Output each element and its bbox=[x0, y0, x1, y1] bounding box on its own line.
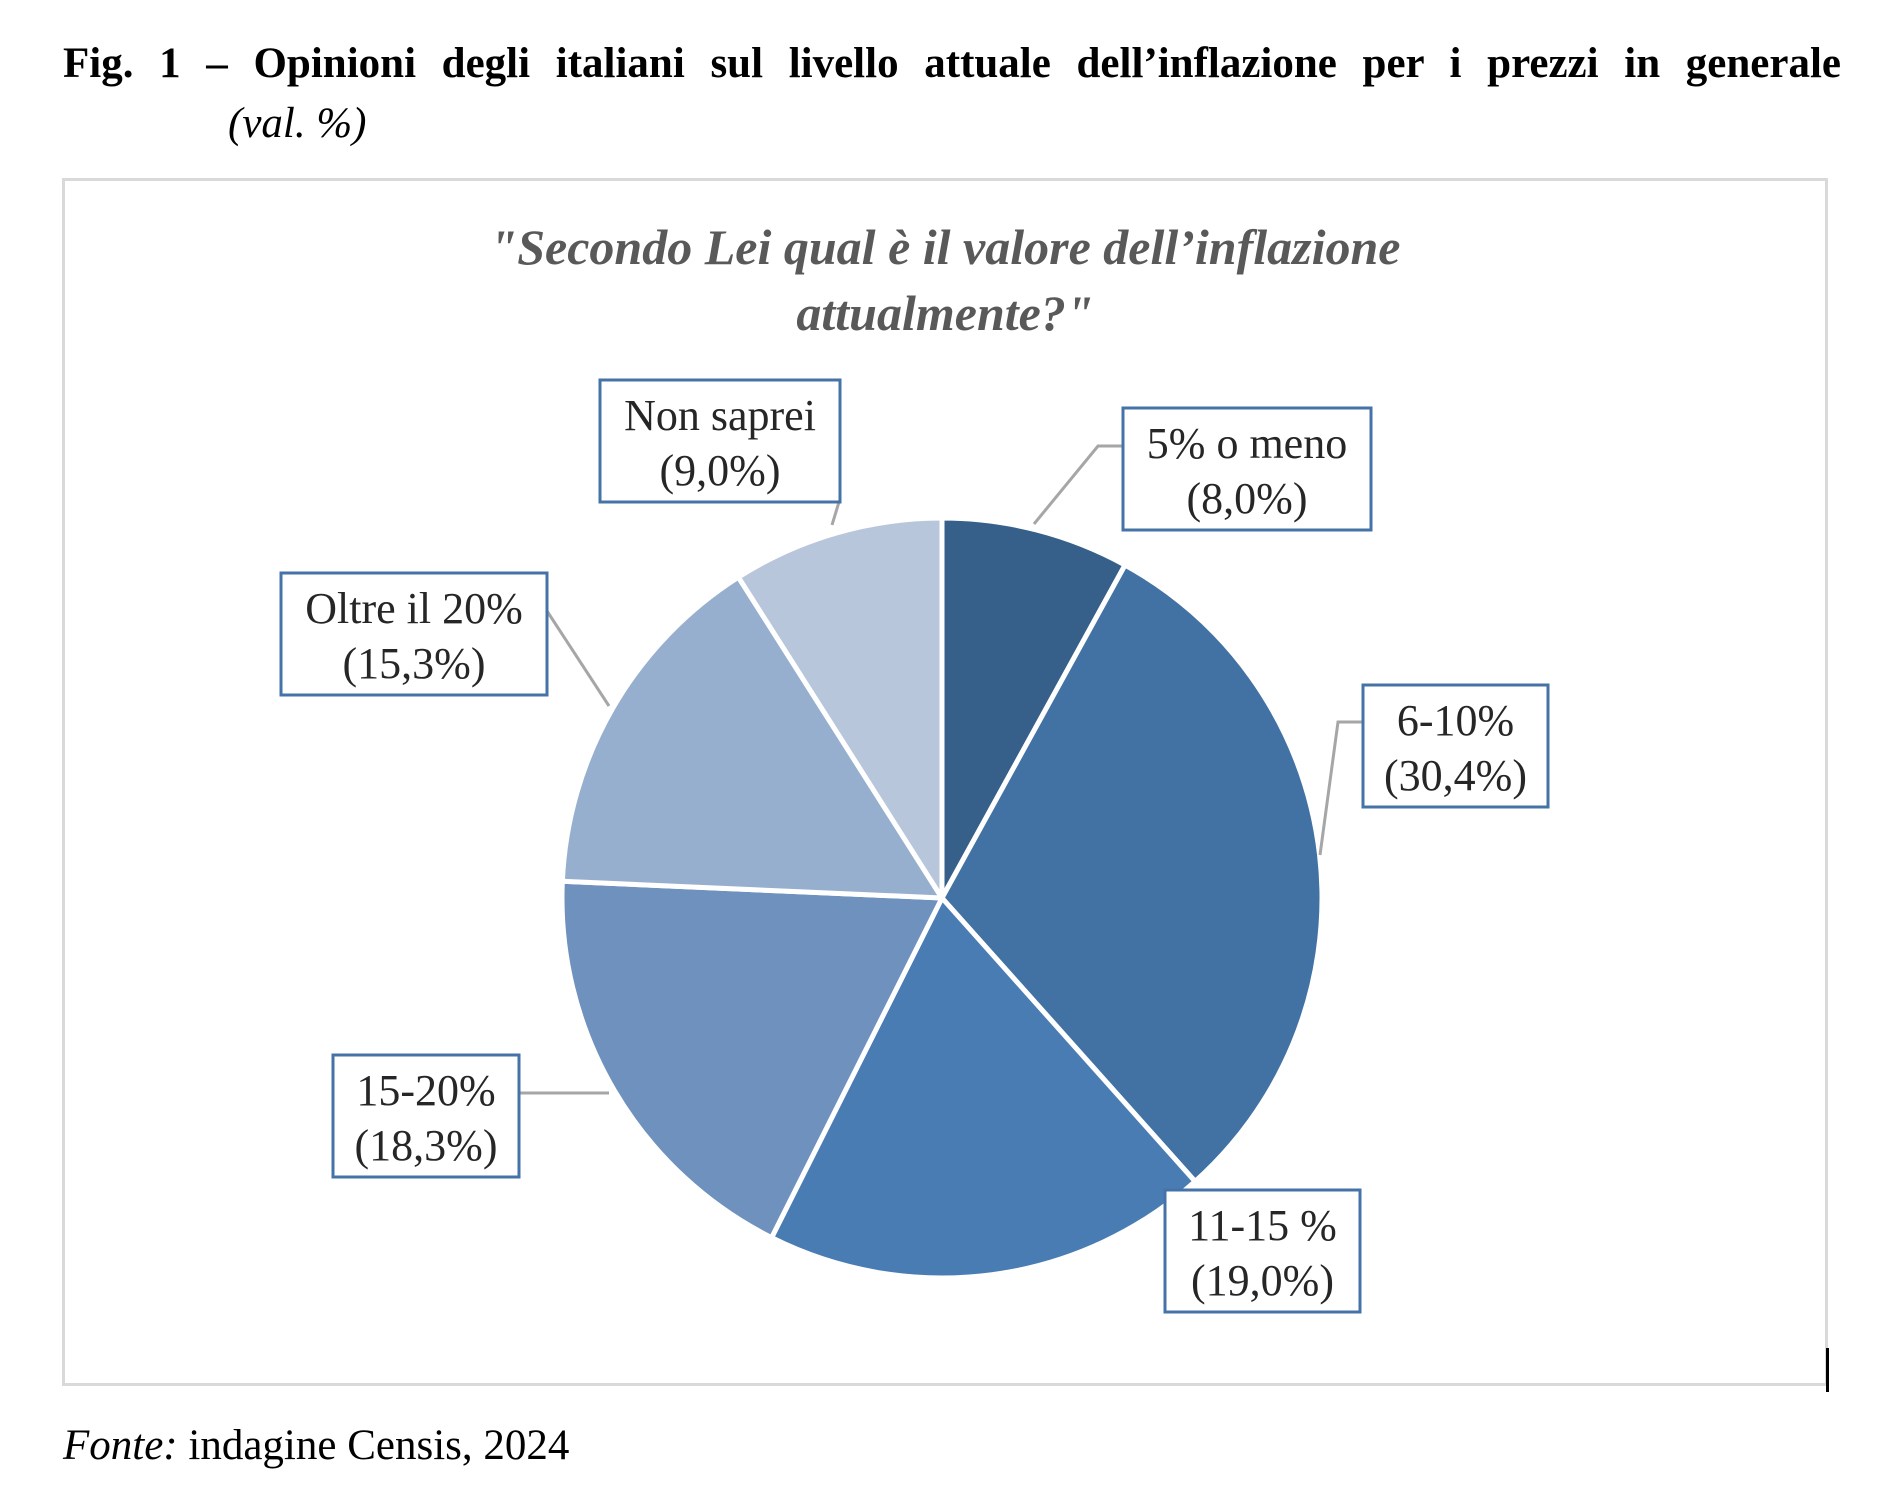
data-labels: 5% o meno (8,0%) 6-10% (30,4%) 11-15 % (19,0%… bbox=[279, 378, 1550, 1314]
leader-line-6 bbox=[830, 501, 841, 526]
source-text: indagine Censis, 2024 bbox=[177, 1422, 570, 1469]
data-label-box bbox=[279, 571, 549, 697]
figure-title: Fig. 1 – Opinioni degli italiani sul liv… bbox=[63, 40, 1841, 87]
pie-slice-2 bbox=[939, 562, 1325, 1184]
source-note: Fonte: indagine Censis, 2024 bbox=[63, 1420, 569, 1472]
pie-slice-6 bbox=[735, 515, 945, 901]
chart-title-line-2: attualmente?" bbox=[796, 285, 1093, 341]
data-label-3: 11-15 % (19,0%) bbox=[1163, 1188, 1362, 1314]
chart-title-line-1: "Secondo Lei qual è il valore dell’infla… bbox=[489, 219, 1400, 275]
figure-subtitle: (val. %) bbox=[228, 100, 367, 147]
leader-line-5 bbox=[545, 610, 611, 707]
data-label-6: Non saprei (9,0%) bbox=[598, 378, 842, 504]
source-label: Fonte: bbox=[63, 1422, 178, 1469]
data-label-box bbox=[1361, 683, 1550, 809]
data-label-box bbox=[331, 1053, 521, 1179]
data-label-box bbox=[1163, 1188, 1362, 1314]
data-label-value: (19,0%) bbox=[1191, 1256, 1334, 1305]
data-label-4: 15-20% (18,3%) bbox=[331, 1053, 521, 1179]
pie-slice-3 bbox=[769, 895, 1198, 1281]
data-label-2: 6-10% (30,4%) bbox=[1361, 683, 1550, 809]
leader-lines bbox=[519, 444, 1363, 1095]
pie-slices bbox=[559, 515, 1325, 1281]
pie-slice-5 bbox=[559, 574, 945, 901]
data-label-category: 15-20% bbox=[356, 1066, 495, 1115]
data-label-value: (8,0%) bbox=[1187, 474, 1308, 523]
pie-slice-1 bbox=[939, 515, 1128, 901]
data-label-5: Oltre il 20% (15,3%) bbox=[279, 571, 549, 697]
chart-frame bbox=[62, 178, 1828, 1386]
data-label-category: Oltre il 20% bbox=[305, 584, 523, 633]
data-label-category: 11-15 % bbox=[1188, 1201, 1337, 1250]
data-label-category: 6-10% bbox=[1397, 696, 1514, 745]
data-label-value: (30,4%) bbox=[1384, 751, 1527, 800]
data-label-box bbox=[1121, 406, 1373, 532]
data-label-box bbox=[598, 378, 842, 504]
data-label-1: 5% o meno (8,0%) bbox=[1121, 406, 1373, 532]
data-label-category: Non saprei bbox=[624, 391, 816, 440]
data-label-value: (15,3%) bbox=[343, 639, 486, 688]
text-cursor bbox=[1826, 1348, 1829, 1392]
pie-slice-4 bbox=[559, 878, 945, 1241]
data-label-value: (9,0%) bbox=[660, 446, 781, 495]
leader-line-2 bbox=[1318, 720, 1363, 856]
data-label-value: (18,3%) bbox=[355, 1121, 498, 1170]
leader-line-1 bbox=[1032, 444, 1123, 525]
data-label-category: 5% o meno bbox=[1147, 419, 1347, 468]
